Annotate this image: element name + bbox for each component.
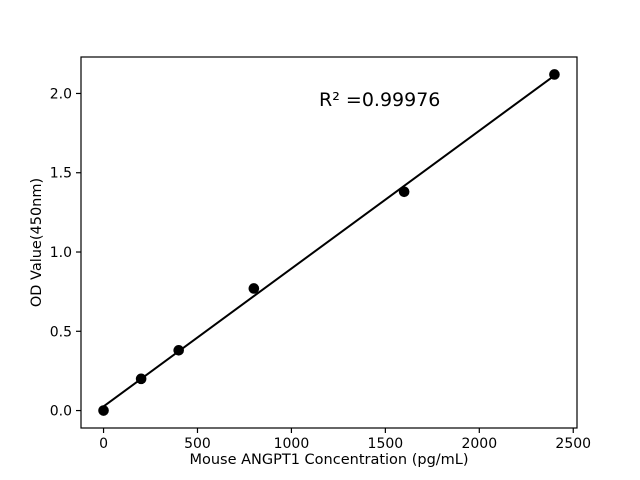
data-point <box>549 69 560 80</box>
data-point <box>135 373 147 385</box>
data-point <box>248 283 260 294</box>
plot-frame <box>80 56 578 429</box>
x-tick-label: 2500 <box>555 436 591 452</box>
x-tick-label: 500 <box>184 436 211 452</box>
x-tick-label: 0 <box>99 436 108 452</box>
r-squared-annotation: R² =0.99976 <box>319 89 440 111</box>
data-point <box>173 345 184 356</box>
y-tick-label: 0.0 <box>50 404 72 420</box>
data-point <box>98 405 109 416</box>
x-tick-label: 1000 <box>274 436 310 452</box>
y-tick-label: 1.0 <box>50 245 72 261</box>
data-point <box>398 186 410 198</box>
y-tick-label: 2.0 <box>50 86 72 102</box>
x-tick-label: 2000 <box>461 436 497 452</box>
y-tick-label: 0.5 <box>50 324 72 340</box>
x-axis-label: Mouse ANGPT1 Concentration (pg/mL) <box>189 452 468 468</box>
x-tick-label: 1500 <box>368 436 404 452</box>
y-tick-label: 1.5 <box>50 166 72 182</box>
y-axis-label: OD Value(450nm) <box>29 178 45 307</box>
